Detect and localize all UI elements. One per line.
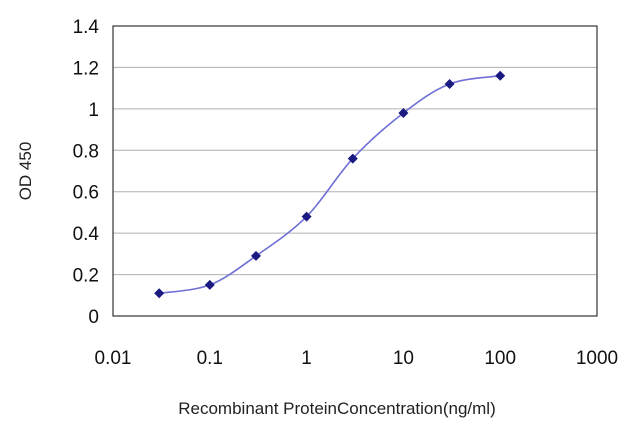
plot-area-frame bbox=[112, 25, 598, 317]
data-point-marker bbox=[204, 279, 215, 290]
y-tick-label: 1.4 bbox=[73, 17, 100, 38]
y-tick-label: 0.6 bbox=[73, 183, 99, 204]
y-tick-label: 1.2 bbox=[73, 58, 99, 79]
data-point-marker bbox=[301, 211, 312, 222]
y-tick-label: 0 bbox=[88, 307, 99, 328]
data-series bbox=[154, 70, 506, 299]
y-tick-label: 1 bbox=[88, 100, 99, 121]
x-tick-label: 100 bbox=[484, 348, 516, 369]
x-tick-labels: 0.01 0.1 1 10 100 1000 bbox=[95, 348, 619, 369]
data-point-marker bbox=[250, 250, 261, 261]
x-axis-title: Recombinant ProteinConcentration(ng/ml) bbox=[178, 399, 496, 418]
data-point-marker bbox=[154, 288, 165, 299]
data-point-marker bbox=[444, 79, 455, 89]
series-line bbox=[159, 74, 501, 295]
x-tick-label: 10 bbox=[393, 348, 414, 369]
gridlines bbox=[113, 66, 597, 276]
data-point-marker bbox=[347, 153, 358, 164]
x-tick-label: 0.01 bbox=[95, 348, 132, 369]
y-tick-label: 0.4 bbox=[73, 224, 100, 245]
data-point-marker bbox=[495, 70, 506, 81]
x-tick-label: 1000 bbox=[576, 348, 618, 369]
y-tick-label: 0.8 bbox=[73, 141, 99, 162]
x-tick-label: 1 bbox=[301, 348, 312, 369]
y-axis-title: OD 450 bbox=[16, 142, 35, 201]
x-tick-label: 0.1 bbox=[197, 348, 223, 369]
data-point-marker bbox=[398, 108, 409, 118]
y-tick-label: 0.2 bbox=[73, 266, 99, 287]
y-tick-labels: 0 0.2 0.4 0.6 0.8 1 1.2 1.4 bbox=[73, 17, 100, 328]
